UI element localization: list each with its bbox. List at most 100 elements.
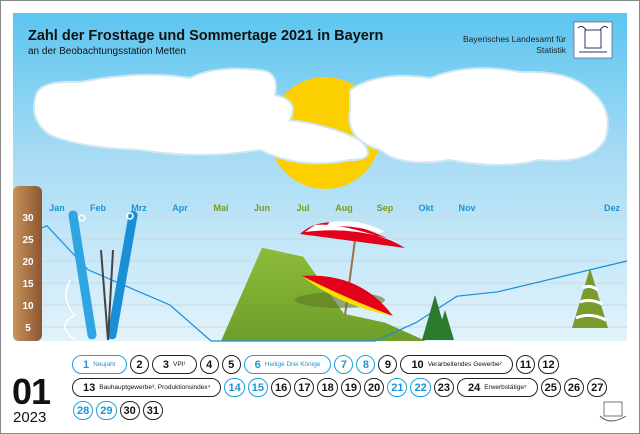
calendar-year: 2023: [13, 409, 47, 426]
surfboard-icon: [295, 275, 393, 316]
parasol-icon: [300, 221, 405, 316]
y-tick-label: 20: [22, 257, 34, 268]
month-label: Aug: [335, 203, 353, 213]
coat-of-arms-logo: [573, 21, 613, 59]
day-number: 30: [123, 404, 136, 417]
calendar-day[interactable]: 17: [294, 378, 315, 397]
calendar-day[interactable]: 13 Bauhauptgewerbe³, Produktionsindex⁴: [72, 378, 222, 397]
page-title: Zahl der Frosttage und Sommertage 2021 i…: [28, 28, 384, 44]
day-number: 23: [437, 381, 450, 394]
page-subtitle: an der Beobachtungsstation Metten: [28, 46, 186, 57]
calendar-day[interactable]: 10 Verarbeitendes Gewerbe²: [400, 355, 513, 374]
calendar-day[interactable]: 29: [96, 401, 117, 420]
month-label: Mrz: [131, 203, 147, 213]
day-event-label: Neujahr: [93, 360, 116, 368]
day-number: 20: [367, 381, 381, 394]
day-number: 13: [83, 381, 96, 394]
calendar-day[interactable]: 11: [515, 355, 536, 374]
day-number: 24: [467, 381, 481, 394]
calendar-month: 01: [12, 371, 51, 412]
day-number: 21: [391, 381, 404, 394]
calendar-day[interactable]: 4: [199, 355, 219, 374]
calendar-day[interactable]: 21: [387, 378, 408, 397]
calendar-day[interactable]: 1 Neujahr: [72, 355, 127, 374]
calendar-day[interactable]: 28: [73, 401, 94, 420]
calendar-day[interactable]: 14: [224, 378, 245, 397]
calendar-day[interactable]: 20: [363, 378, 385, 397]
calendar-day[interactable]: 15: [247, 378, 268, 397]
day-number: 27: [591, 381, 604, 394]
day-number: 10: [411, 358, 424, 371]
day-number: 16: [274, 381, 288, 394]
calendar-day[interactable]: 26: [563, 378, 585, 397]
day-number: 1: [83, 358, 90, 371]
calendar-day[interactable]: 30: [119, 401, 140, 420]
day-number: 28: [77, 404, 90, 417]
day-event-label: Verarbeitendes Gewerbe²: [427, 360, 502, 368]
day-number: 15: [251, 381, 264, 394]
month-label: Jan: [49, 203, 65, 213]
month-label: Nov: [458, 203, 475, 213]
calendar-day[interactable]: 7: [334, 355, 354, 374]
day-number: 19: [344, 381, 357, 394]
calendar-day[interactable]: 3 VPI¹: [151, 355, 197, 374]
agency-line-2: Statistik: [536, 45, 566, 55]
day-number: 31: [146, 404, 159, 417]
agency-line-1: Bayerisches Landesamt für: [463, 34, 566, 44]
day-number: 18: [321, 381, 334, 394]
month-label: Sep: [377, 203, 394, 213]
calendar-row: 1 Neujahr 2 3 VPI¹ 4 5 6 Heilige Drei Könige 7 8 9 1…: [72, 355, 559, 374]
fir-tree-icon: [422, 295, 454, 340]
month-label: Jul: [296, 203, 309, 213]
day-number: 25: [544, 381, 557, 394]
frost-days-line: [12, 225, 628, 342]
month-label: Mai: [213, 203, 228, 213]
day-number: 3: [162, 358, 170, 371]
month-label: Dez: [604, 203, 621, 213]
day-event-label: VPI¹: [173, 360, 186, 368]
wooden-post: [13, 186, 42, 341]
calendar-day[interactable]: 27: [587, 378, 608, 397]
day-number: 5: [228, 358, 235, 371]
flip-page-icon[interactable]: [599, 401, 627, 422]
cloud-left: [32, 67, 369, 165]
month-label: Jun: [254, 203, 270, 213]
calendar-day[interactable]: 8: [356, 355, 376, 374]
day-number: 6: [254, 358, 261, 371]
calendar-day[interactable]: 22: [410, 378, 431, 397]
day-number: 4: [206, 358, 213, 371]
day-number: 14: [228, 381, 241, 394]
day-number: 8: [362, 358, 369, 371]
calendar-day[interactable]: 31: [142, 401, 163, 420]
calendar-day[interactable]: 2: [129, 355, 149, 374]
day-number: 2: [136, 358, 143, 371]
y-tick-label: 10: [22, 301, 34, 312]
snowy-tree-icon: [572, 268, 608, 328]
calendar-day[interactable]: 12: [538, 355, 559, 374]
day-number: 29: [100, 404, 113, 417]
calendar-day[interactable]: 5: [221, 355, 241, 374]
day-number: 11: [519, 358, 532, 371]
calendar-row: 13 Bauhauptgewerbe³, Produktionsindex⁴ 14 1…: [72, 378, 608, 397]
y-tick-label: 5: [25, 323, 31, 334]
calendar-day[interactable]: 25: [540, 378, 561, 397]
agency-name: Bayerisches Landesamt für Statistik: [406, 34, 566, 56]
day-event-label: Erwerbstätige⁵: [484, 383, 527, 391]
day-number: 7: [340, 358, 347, 371]
calendar-day[interactable]: 9: [378, 355, 398, 374]
y-tick-label: 30: [22, 213, 34, 224]
calendar-row: 28 29 30 31: [73, 401, 163, 420]
day-number: 26: [567, 381, 581, 394]
day-number: 9: [384, 358, 391, 371]
calendar-day[interactable]: 16: [270, 378, 292, 397]
y-tick-label: 15: [22, 279, 34, 290]
month-label: Apr: [172, 203, 188, 213]
calendar-day[interactable]: 6 Heilige Drei Könige: [243, 355, 332, 374]
calendar-day[interactable]: 19: [340, 378, 361, 397]
calendar-day[interactable]: 18: [317, 378, 338, 397]
calendar-day[interactable]: 23: [433, 378, 454, 397]
calendar-day[interactable]: 24 Erwerbstätige⁵: [456, 378, 538, 397]
day-event-label: Heilige Drei Könige: [264, 360, 321, 368]
ski-tracks: [64, 279, 77, 341]
